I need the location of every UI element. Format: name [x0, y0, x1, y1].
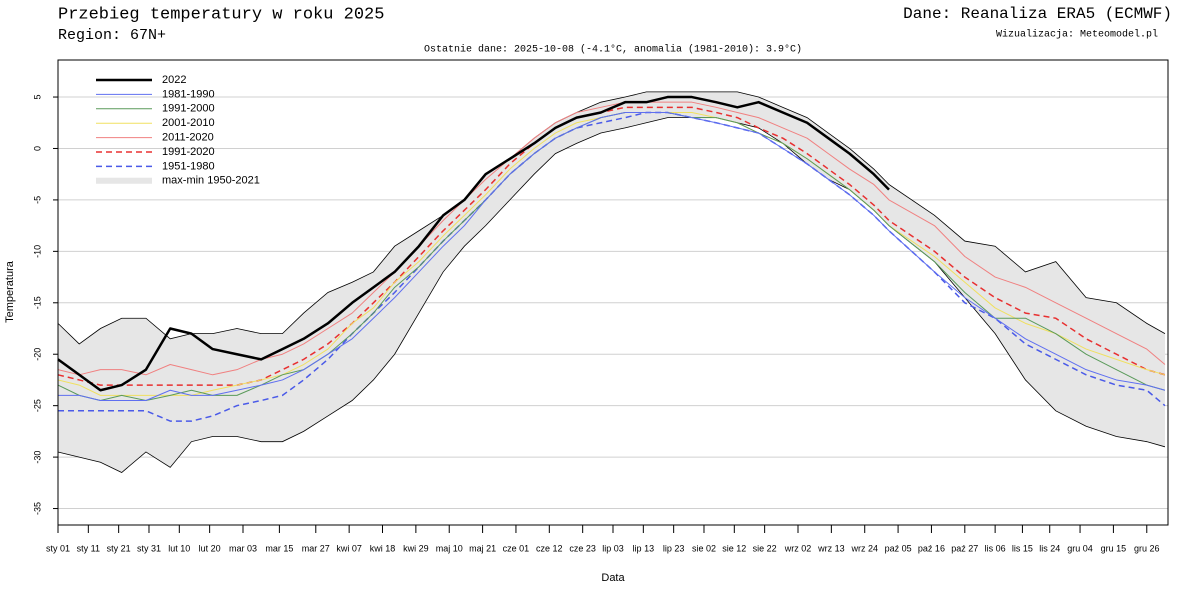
x-tick-label: sie 12	[722, 543, 746, 553]
source: Dane: Reanaliza ERA5 (ECMWF)	[903, 5, 1172, 23]
x-tick-label: kwi 18	[370, 543, 396, 553]
x-tick-label: mar 15	[265, 543, 293, 553]
subtitle: Ostatnie dane: 2025-10-08 (-4.1°C, anoma…	[424, 44, 802, 56]
x-tick-label: lip 13	[633, 543, 655, 553]
x-tick-label: wrz 02	[784, 543, 812, 553]
x-tick-label: lip 03	[602, 543, 624, 553]
x-tick-label: paź 16	[918, 543, 945, 553]
x-tick-label: sty 21	[107, 543, 131, 553]
x-tick-label: gru 15	[1101, 543, 1127, 553]
x-tick-label: paź 05	[885, 543, 912, 553]
legend-label: 1991-2000	[162, 103, 215, 115]
plot-frame	[57, 59, 1169, 526]
y-tick-label: 0	[32, 146, 42, 151]
x-tick-label: sty 11	[77, 543, 100, 553]
x-tick-label: lis 15	[1012, 543, 1033, 553]
band-edge	[57, 117, 1166, 474]
y-tick-label: -35	[32, 502, 42, 515]
legend-label: 2022	[162, 74, 186, 86]
y-tick-label: -10	[32, 245, 42, 258]
series-line	[57, 101, 1166, 376]
series-line	[57, 95, 890, 392]
legend-label: 2011-2020	[162, 132, 214, 144]
series-line	[57, 111, 1166, 396]
legend-label: 1951-1980	[162, 160, 215, 172]
x-tick-label: cze 23	[569, 543, 596, 553]
x-tick-label: wrz 13	[817, 543, 845, 553]
legend-label: 1991-2020	[162, 146, 215, 158]
x-tick-label: lip 23	[663, 543, 685, 553]
x-tick-label: paź 27	[951, 543, 978, 553]
legend-label: 1981-1990	[162, 88, 215, 100]
y-tick-label: -30	[32, 451, 42, 464]
x-tick-label: maj 10	[436, 543, 463, 553]
x-axis-label: Data	[601, 572, 625, 584]
x-tick-label: kwi 29	[403, 543, 429, 553]
x-tick-label: lis 06	[985, 543, 1006, 553]
chart-title: Przebieg temperatury w roku 2025	[58, 5, 384, 24]
series-line	[58, 111, 1166, 422]
legend-label: max-min 1950-2021	[162, 175, 260, 187]
x-tick-label: gru 26	[1134, 543, 1160, 553]
x-tick-label: gru 04	[1067, 543, 1093, 553]
y-tick-label: -15	[32, 296, 42, 309]
x-tick-label: sty 01	[46, 543, 70, 553]
y-tick-label: -25	[32, 399, 42, 412]
series-line	[57, 106, 1166, 386]
y-tick-label: -20	[32, 348, 42, 361]
x-tick-label: maj 21	[469, 543, 496, 553]
x-tick-label: mar 27	[302, 543, 330, 553]
region: Region: 67N+	[58, 27, 166, 44]
y-axis-label: Temperatura	[4, 260, 16, 323]
x-tick-label: sty 31	[137, 543, 161, 553]
x-tick-label: lut 20	[199, 543, 221, 553]
x-tick-label: cze 01	[503, 543, 530, 553]
x-tick-label: mar 03	[229, 543, 257, 553]
x-tick-label: sie 22	[753, 543, 777, 553]
x-tick-label: lut 10	[168, 543, 190, 553]
series-line	[58, 111, 1166, 402]
x-tick-label: sie 02	[692, 543, 716, 553]
x-tick-label: lis 24	[1039, 543, 1060, 553]
x-tick-label: cze 12	[536, 543, 563, 553]
legend-label: 2001-2010	[162, 117, 215, 129]
x-tick-label: kwi 07	[336, 543, 362, 553]
x-tick-label: wrz 24	[850, 543, 878, 553]
y-tick-label: 5	[32, 95, 42, 100]
band-area	[58, 91, 1165, 473]
credit: Wizualizacja: Meteomodel.pl	[996, 29, 1158, 41]
y-tick-label: -5	[32, 196, 42, 204]
